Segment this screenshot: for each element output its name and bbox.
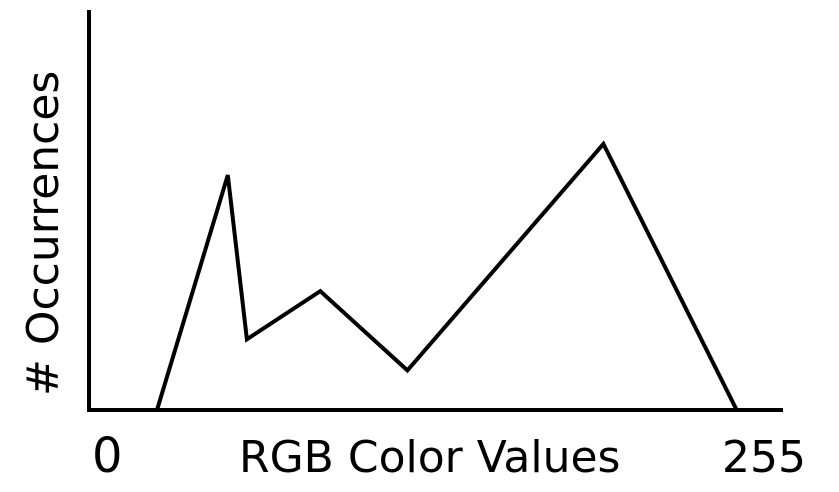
histogram-line (155, 140, 739, 411)
y-axis-title: # Occurrences (18, 71, 69, 396)
x-axis-title: RGB Color Values (239, 432, 620, 483)
x-tick-label-min: 0 (92, 428, 123, 484)
x-tick-label-max: 255 (722, 432, 806, 483)
